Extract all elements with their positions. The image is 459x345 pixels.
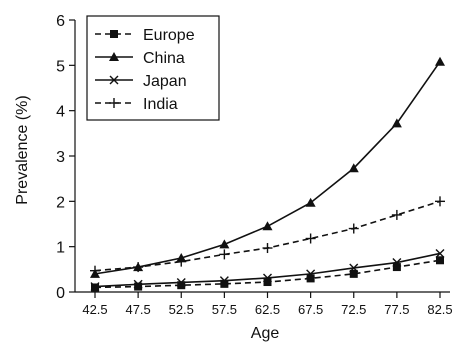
marker-stroke [176,277,186,287]
data-point-europe [392,263,401,272]
data-point-japan [90,282,100,292]
marker-stroke [392,258,402,268]
data-point-china [435,56,445,66]
data-point-japan [306,269,316,279]
marker-stroke [435,248,445,258]
x-axis-title: Age [251,325,280,342]
marker-stroke [90,282,100,292]
marker-stroke [349,263,359,273]
data-point-india [391,209,402,220]
y-tick-label: 3 [56,149,65,166]
x-tick-label: 52.5 [169,302,194,317]
data-point-europe [220,279,229,288]
data-point-europe [263,278,272,287]
legend-marker-china [109,52,119,61]
legend-label-europe: Europe [143,27,195,44]
y-tick-label: 2 [56,194,65,211]
series-line-india [94,200,441,272]
data-point-india [90,265,100,276]
series-layer [90,56,445,292]
data-point-india [262,243,273,254]
data-point-japan [176,277,186,287]
data-point-europe [436,256,444,265]
marker-stroke [133,279,143,289]
y-tick-label: 1 [56,240,65,257]
data-point-china [391,118,402,128]
y-axis-title: Prevalence (%) [14,95,31,204]
x-tick-label: 47.5 [125,302,150,317]
legend-label-india: India [143,96,178,113]
series-europe [91,256,444,292]
data-point-japan [435,248,445,258]
legend-item-japan: Japan [95,73,187,90]
data-point-japan [349,263,359,273]
data-point-india [435,196,445,207]
legend-label-china: China [143,50,185,67]
data-point-china [262,221,273,231]
legend-item-india: India [95,96,178,113]
x-tick-label: 77.5 [384,302,409,317]
data-point-europe [134,282,143,291]
axes: 0 1 2 3 4 5 6 42.5 47.5 52.5 57.5 62.5 67.5 72.5 77.5 8… [56,13,453,317]
data-point-india [219,249,230,260]
marker-stroke [109,75,119,85]
x-tick-label: 82.5 [427,302,452,317]
legend-marker-europe [110,30,118,38]
data-point-india [133,262,144,273]
data-point-europe [349,269,358,278]
marker-stroke [306,269,316,279]
legend-marker-india [109,98,119,108]
series-japan [90,248,445,292]
x-tick-label: 72.5 [341,302,366,317]
legend-marker-japan [109,75,119,85]
data-point-india [305,233,316,244]
legend: Europe China Japan India [86,15,220,121]
data-point-japan [219,276,229,286]
x-tick-label: 57.5 [212,302,237,317]
marker-stroke [263,273,272,283]
data-point-india [176,256,187,267]
data-point-china [348,163,359,173]
legend-item-china: China [95,50,185,67]
x-tick-label: 67.5 [298,302,323,317]
y-tick-label: 0 [56,285,65,302]
x-tick-label: 62.5 [255,302,280,317]
x-tick-label: 42.5 [82,302,107,317]
legend-item-europe: Europe [95,27,195,44]
data-point-japan [392,258,402,268]
y-tick-label: 4 [56,104,65,121]
data-point-india [348,223,359,234]
y-tick-label: 6 [56,13,65,30]
data-point-japan [133,279,143,289]
legend-label-japan: Japan [143,73,187,90]
marker-stroke [219,276,229,286]
y-tick-label: 5 [56,58,65,75]
data-point-china [219,239,230,249]
data-point-europe [306,274,315,283]
data-point-japan [263,273,272,283]
data-point-europe [177,281,186,290]
series-india [90,196,445,276]
data-point-china [305,197,316,207]
